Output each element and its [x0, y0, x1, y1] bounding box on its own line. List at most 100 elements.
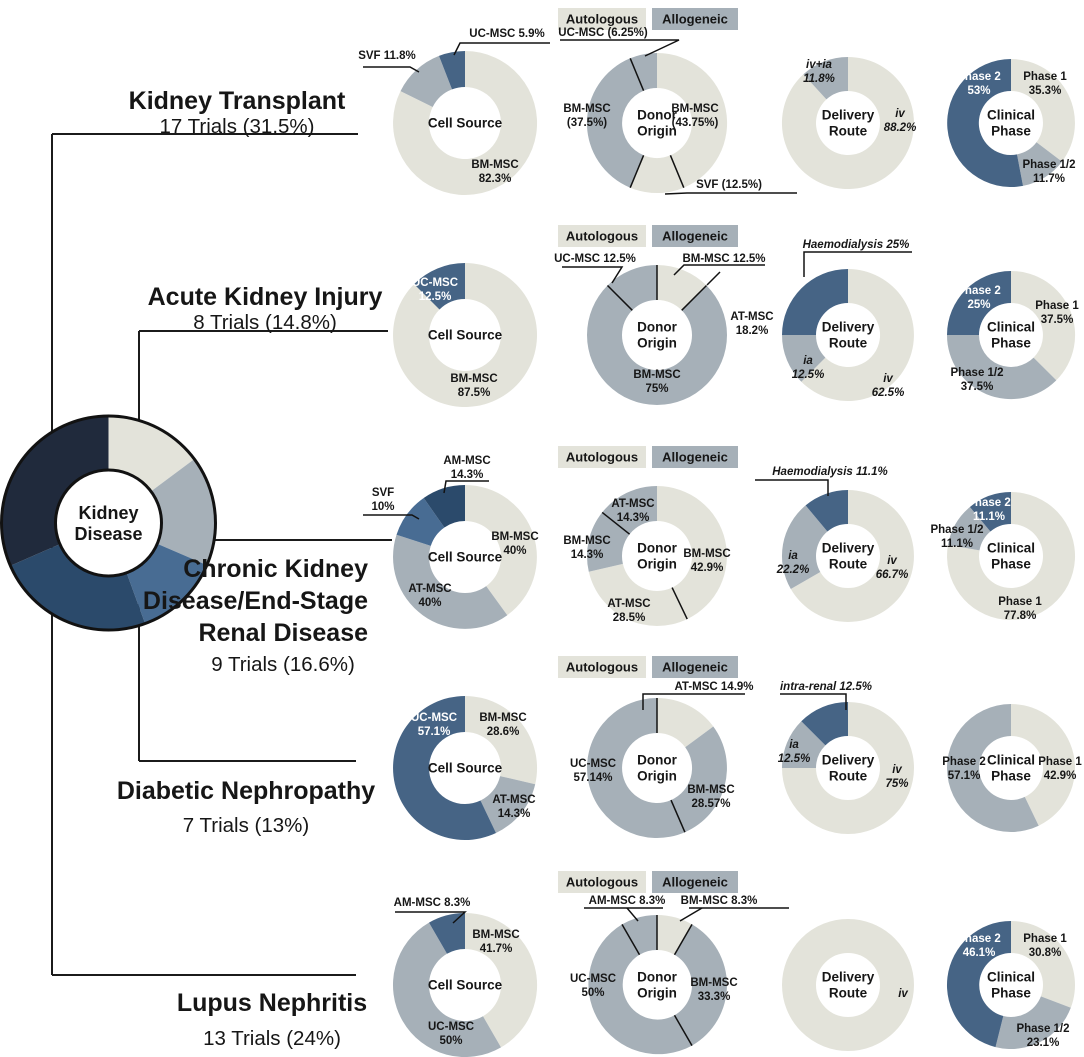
cell-source-center-label: Cell Source	[428, 328, 503, 343]
segment-label: UC-MSC 50%	[570, 973, 616, 999]
cell-source-center-label: Cell Source	[428, 761, 503, 776]
legend-autologous-label: Autologous	[566, 450, 638, 465]
ckd-esrd-clinical-phase-donut: Phase 2 11.1%Phase 1/2 11.1% Phase 1 77.8% Cl…	[930, 492, 1076, 622]
segment-label: SVF 11.8%	[358, 50, 416, 62]
segment-label: AT-MSC 28.5%	[607, 598, 650, 624]
donor-origin-center-label: Donor Origin	[637, 320, 677, 351]
lupus-nephritis-donor-origin-donut: AM-MSC 8.3% BM-MSC 8.3% UC-MSC 50% BM-MSC 33.…	[570, 895, 789, 1055]
lupus-nephritis-clinical-phase-donut: Phase 2 46.1% Phase 1 30.8% Phase 1/2 23.1% Cl…	[946, 921, 1075, 1050]
segment-label: AT-MSC 14.3%	[492, 794, 535, 820]
acute-kidney-injury-trial-count: 8 Trials (14.8%)	[193, 311, 337, 334]
diabetic-nephropathy-donor-origin-donut: AT-MSC 14.9% UC-MSC 57.14% BM-MSC 28.57% Dono…	[570, 681, 754, 838]
segment-SVF	[396, 498, 445, 546]
segment-label: iv+ia 11.8%	[803, 59, 835, 85]
callout-leader-line	[443, 480, 489, 494]
callout-leader-line	[363, 514, 420, 520]
segment-AT-MSC	[393, 534, 508, 629]
segment-label: BM-MSC 33.3%	[690, 977, 737, 1003]
segment-label: Phase 1/2 11.7%	[1022, 159, 1075, 185]
segment-SVF	[400, 55, 452, 107]
legend-autologous-chip	[558, 446, 646, 468]
segment-divider	[673, 1014, 693, 1046]
segment-divider	[629, 155, 645, 188]
segment-label: UC-MSC (6.25%)	[558, 27, 648, 39]
legend-allogeneic-chip	[652, 656, 738, 678]
legend-allogeneic-chip	[652, 8, 738, 30]
segment-Phase 1/2	[948, 507, 991, 551]
ckd-esrd-title: Chronic Kidney	[183, 555, 368, 583]
segment-UC-MSC	[392, 922, 501, 1057]
clinical-phase-center-label: Clinical Phase	[987, 108, 1035, 139]
delivery-route-center-label: Delivery Route	[822, 108, 875, 139]
segment-divider	[669, 155, 685, 188]
donor-origin-center-label: Donor Origin	[637, 541, 677, 572]
ckd-esrd-trial-count: 9 Trials (16.6%)	[211, 653, 355, 676]
segment-label: UC-MSC 12.5%	[412, 277, 458, 303]
lupus-nephritis-trial-count: 13 Trials (24%)	[203, 1027, 341, 1050]
segment-iv	[790, 490, 914, 622]
segment-Phase 1/2	[1017, 142, 1062, 186]
overview-hole	[54, 468, 163, 578]
callout-leader-line	[560, 39, 680, 57]
kidney-transplant-trial-count: 17 Trials (31.5%)	[160, 115, 315, 138]
segment-UC-MSC	[414, 263, 465, 310]
segment-label: iv 62.5%	[872, 373, 905, 399]
diabetic-nephropathy-clinical-phase-donut: Phase 2 57.1% Phase 1 42.9%Clinical Phase	[942, 704, 1082, 832]
segment-label: BM-MSC 12.5%	[682, 253, 765, 265]
segment-iv	[801, 269, 914, 401]
callout-leader-line	[755, 479, 829, 496]
ckd-esrd-donor-legend: Autologous Allogeneic	[558, 446, 738, 468]
segment-Phase 1	[1011, 59, 1075, 162]
segment-label: BM-MSC 28.6%	[479, 712, 526, 738]
callout-leader-line	[664, 192, 797, 195]
segment-iv	[781, 57, 914, 189]
segment-label: AM-MSC 8.3%	[589, 895, 666, 907]
segment-label: Phase 2 11.1%	[967, 497, 1010, 523]
segment-BM-MSC	[393, 50, 538, 195]
kidney-transplant-cell-source-donut: UC-MSC 5.9% SVF 11.8% BM-MSC 82.3% Cell Sour…	[358, 28, 550, 195]
segment-UC-MSC	[588, 924, 692, 1055]
legend-autologous-chip	[558, 871, 646, 893]
legend-autologous-label: Autologous	[566, 875, 638, 890]
segment-ia	[781, 505, 828, 589]
segment-label: BM-MSC 28.57%	[687, 784, 734, 810]
segment-BM-MSC	[657, 52, 728, 188]
segment-BM-MSC	[657, 915, 692, 955]
clinical-phase-center-label: Clinical Phase	[987, 320, 1035, 351]
overview-outer-ring	[0, 414, 217, 632]
segment-label: UC-MSC 57.14%	[570, 758, 616, 784]
segment-UC-MSC	[393, 696, 496, 840]
legend-allogeneic-chip	[652, 446, 738, 468]
segment-BM-MSC	[465, 696, 538, 785]
acute-kidney-injury-delivery-route-donut: Haemodialysis 25% ia 12.5% iv 62.5% Delivery R…	[781, 239, 914, 401]
clinical-phase-center-label: Clinical Phase	[987, 970, 1035, 1001]
segment-divider	[670, 799, 686, 833]
segment-AT-MSC	[480, 776, 536, 833]
segment-label: Phase 1/2 37.5%	[950, 367, 1003, 393]
segment-iv	[782, 702, 914, 834]
overview-slice-lupus-nephritis	[10, 544, 146, 630]
cell-source-center-label: Cell Source	[428, 978, 503, 993]
legend-allogeneic-label: Allogeneic	[662, 660, 728, 675]
delivery-route-center-label: Delivery Route	[822, 753, 875, 784]
segment-label: SVF (12.5%)	[696, 179, 762, 191]
segment-BM-MSC	[465, 913, 538, 1048]
diabetic-nephropathy-delivery-route-donut: intra-renal 12.5% ia 12.5% iv 75% Delivery Rou…	[778, 681, 914, 834]
segment-label: Phase 1 42.9%	[1038, 756, 1082, 782]
segment-label: AM-MSC 14.3%	[443, 455, 490, 481]
segment-label: BM-MSC 8.3%	[681, 895, 758, 907]
overview-slice-diabetic-nephropathy	[126, 543, 207, 624]
segment-label: Phase 1 30.8%	[1023, 933, 1067, 959]
segment-label: Phase 2 25%	[957, 285, 1000, 311]
legend-allogeneic-label: Allogeneic	[662, 875, 728, 890]
diabetic-nephropathy-trial-count: 7 Trials (13%)	[183, 814, 309, 837]
segment-label: iv 88.2%	[884, 108, 917, 134]
segment-label: AT-MSC 40%	[408, 583, 451, 609]
callout-leader-line	[706, 271, 721, 286]
segment-AT-MSC	[602, 486, 657, 535]
kidney-transplant-clinical-phase-donut: Phase 2 53% Phase 1 35.3% Phase 1/2 11.7% Clin…	[947, 59, 1076, 187]
segment-label: BM-MSC 41.7%	[472, 929, 519, 955]
segment-label: ia 12.5%	[792, 355, 825, 381]
segment-label: BM-MSC 87.5%	[450, 373, 497, 399]
segment-label: SVF 10%	[371, 487, 394, 513]
